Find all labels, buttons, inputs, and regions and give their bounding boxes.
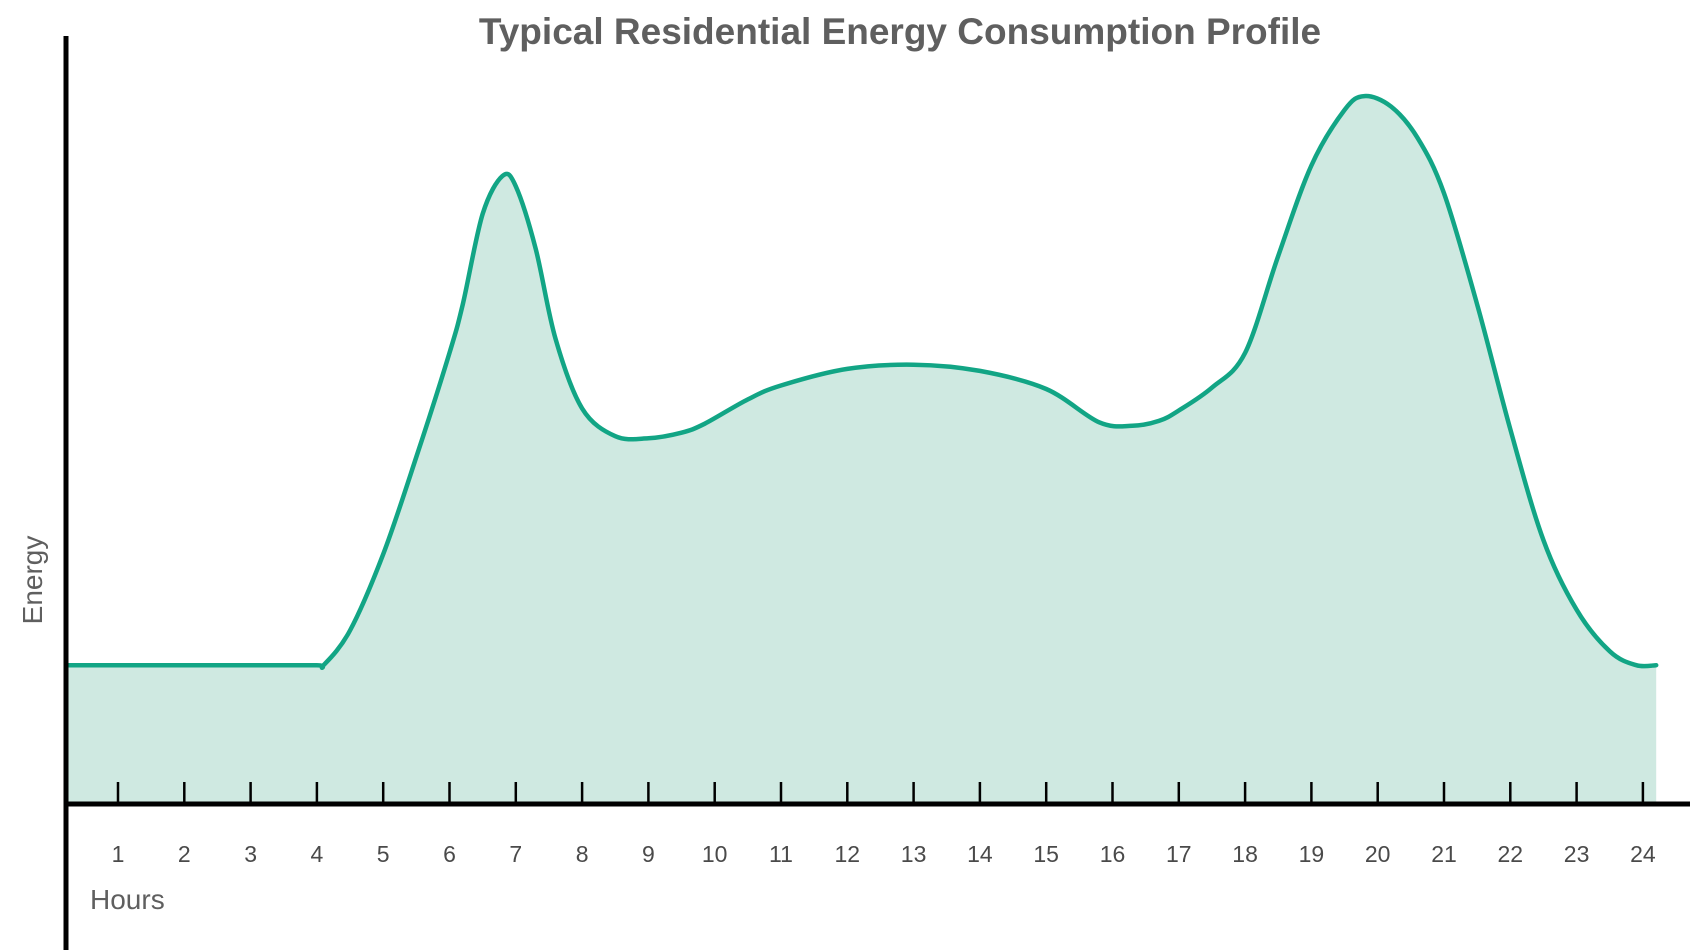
x-tick-label-7: 7	[509, 841, 522, 867]
x-tick-label-11: 11	[769, 841, 793, 867]
x-tick-label-20: 20	[1365, 841, 1391, 867]
x-tick-label-2: 2	[178, 841, 191, 867]
x-tick-label-12: 12	[835, 841, 861, 867]
x-tick-label-16: 16	[1100, 841, 1126, 867]
series-0-line	[66, 93, 1659, 670]
x-tick-label-23: 23	[1564, 841, 1590, 867]
chart-title: Typical Residential Energy Consumption P…	[479, 11, 1321, 52]
x-tick-label-22: 22	[1498, 841, 1524, 867]
x-axis-ticks: 1 2 3 4 5 6 7 8 9 10 11 12 13 14 15 16 17 18 19 20 21 22 23 24	[112, 782, 1656, 867]
x-tick-label-14: 14	[967, 841, 993, 867]
series-0-area-fill	[68, 96, 1657, 804]
x-tick-label-4: 4	[311, 841, 324, 867]
x-axis-label: Hours	[90, 884, 165, 915]
x-tick-label-5: 5	[377, 841, 390, 867]
x-tick-label-18: 18	[1232, 841, 1258, 867]
x-tick-label-10: 10	[702, 841, 728, 867]
x-tick-label-1: 1	[112, 841, 125, 867]
x-tick-label-8: 8	[576, 841, 589, 867]
x-tick-label-17: 17	[1166, 841, 1192, 867]
x-tick-label-6: 6	[443, 841, 456, 867]
x-tick-label-13: 13	[901, 841, 927, 867]
x-tick-label-3: 3	[244, 841, 257, 867]
x-tick-label-24: 24	[1630, 841, 1656, 867]
y-axis-label: Energy	[17, 536, 48, 625]
x-tick-label-9: 9	[642, 841, 655, 867]
plot-area	[66, 93, 1659, 804]
x-tick-label-21: 21	[1431, 841, 1457, 867]
x-tick-label-15: 15	[1033, 841, 1059, 867]
x-tick-label-19: 19	[1299, 841, 1325, 867]
